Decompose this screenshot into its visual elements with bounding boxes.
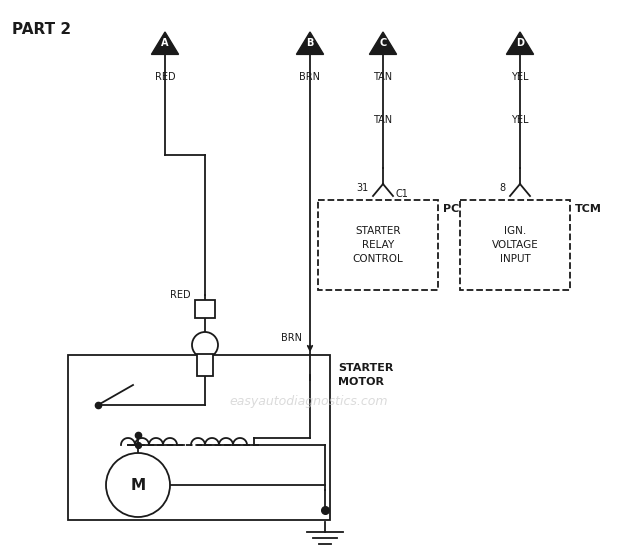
Text: TAN: TAN <box>373 115 392 125</box>
Bar <box>195 300 215 318</box>
Text: M: M <box>130 477 146 492</box>
Text: C1: C1 <box>396 189 409 199</box>
Text: YEL: YEL <box>511 72 529 82</box>
Text: IGN.
VOLTAGE
INPUT: IGN. VOLTAGE INPUT <box>492 226 538 264</box>
Polygon shape <box>297 32 324 54</box>
Circle shape <box>106 453 170 517</box>
Text: PCM: PCM <box>443 204 470 214</box>
Text: PART 2: PART 2 <box>12 22 71 37</box>
Circle shape <box>192 332 218 358</box>
Polygon shape <box>370 32 397 54</box>
Polygon shape <box>506 32 533 54</box>
Text: B: B <box>307 38 314 48</box>
Text: STARTER
RELAY
CONTROL: STARTER RELAY CONTROL <box>353 226 404 264</box>
Bar <box>460 200 570 290</box>
Text: RED: RED <box>171 290 191 300</box>
Text: RED: RED <box>154 72 176 82</box>
Text: TAN: TAN <box>373 72 392 82</box>
Polygon shape <box>151 32 179 54</box>
Text: BRN: BRN <box>281 333 302 343</box>
Text: BRN: BRN <box>300 72 321 82</box>
Text: A: A <box>161 38 169 48</box>
Text: easyautodiagnostics.com: easyautodiagnostics.com <box>230 395 388 408</box>
Text: STARTER
MOTOR: STARTER MOTOR <box>338 363 394 387</box>
Text: 31: 31 <box>357 183 369 193</box>
Text: TCM: TCM <box>575 204 602 214</box>
Bar <box>197 354 213 376</box>
Text: 8: 8 <box>500 183 506 193</box>
Text: YEL: YEL <box>511 115 529 125</box>
Bar <box>68 355 330 520</box>
Bar <box>318 200 438 290</box>
Text: D: D <box>516 38 524 48</box>
Text: C: C <box>379 38 387 48</box>
